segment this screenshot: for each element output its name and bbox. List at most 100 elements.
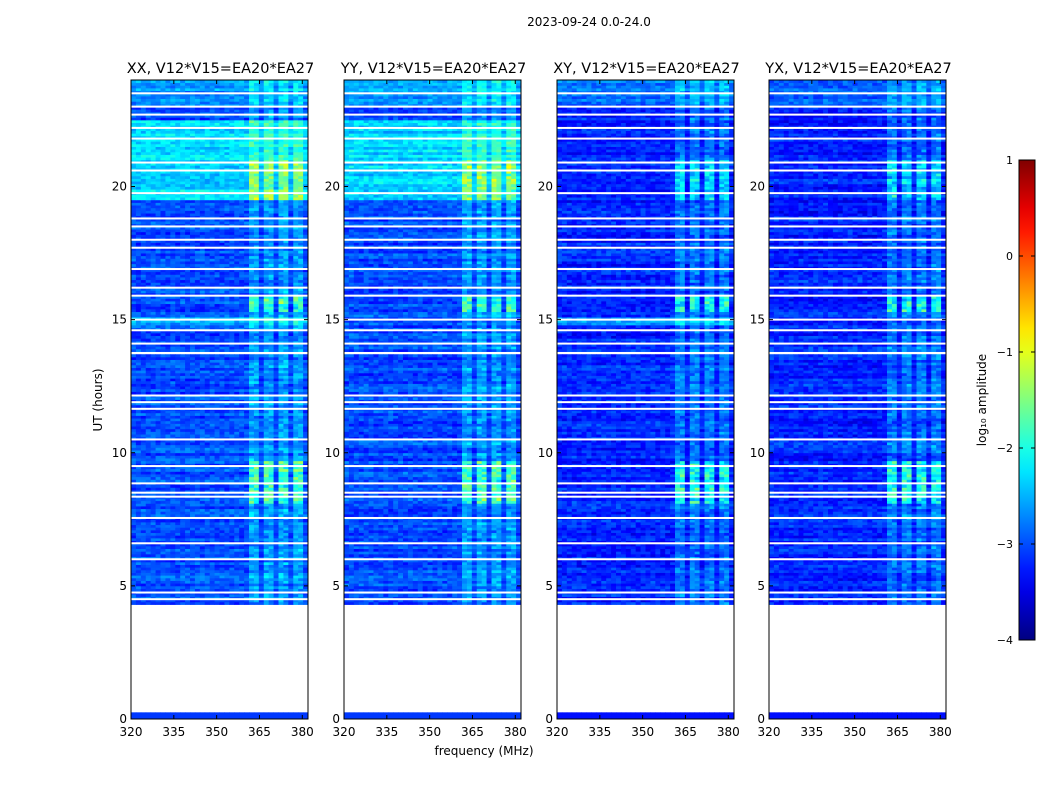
heatmap-cell	[175, 455, 181, 459]
heatmap-cell	[190, 378, 196, 382]
heatmap-cell	[303, 255, 308, 259]
heatmap-cell	[175, 529, 181, 534]
heatmap-cell	[234, 362, 240, 366]
heatmap-cell	[140, 452, 147, 456]
heatmap-cell	[298, 506, 304, 510]
heatmap-cell	[204, 399, 211, 403]
heatmap-cell	[135, 479, 142, 483]
heatmap-cell	[244, 399, 250, 403]
heatmap-cell	[219, 396, 225, 400]
heatmap-cell	[288, 388, 294, 392]
heatmap-cell	[258, 367, 265, 371]
heatmap-cell	[234, 372, 240, 376]
heatmap-cell	[155, 548, 161, 552]
heatmap-cell	[263, 359, 270, 363]
heatmap-cell	[268, 367, 274, 371]
heatmap-cell	[249, 324, 255, 329]
heatmap-cell	[244, 261, 250, 265]
heatmap-cell	[234, 247, 240, 251]
heatmap-cell	[190, 521, 196, 526]
heatmap-cell	[273, 399, 279, 403]
heatmap-cell	[303, 532, 308, 536]
heatmap-cell	[190, 402, 196, 406]
heatmap-cell	[258, 569, 265, 573]
heatmap-cell	[249, 588, 255, 592]
heatmap-cell	[268, 330, 274, 334]
heatmap-cell	[165, 348, 171, 352]
heatmap-cell	[131, 415, 137, 419]
heatmap-cell	[199, 476, 206, 480]
heatmap-cell	[214, 322, 220, 326]
heatmap-cell	[258, 476, 265, 480]
heatmap-cell	[140, 277, 147, 281]
heatmap-cell	[145, 250, 152, 254]
heatmap-cell	[150, 532, 156, 536]
heatmap-cell	[283, 271, 289, 275]
heatmap-cell	[135, 423, 142, 427]
heatmap-cell	[244, 500, 250, 504]
heatmap-cell	[185, 513, 191, 518]
heatmap-cell	[194, 444, 201, 448]
heatmap-cell	[131, 346, 137, 350]
heatmap-cell	[135, 375, 142, 379]
heatmap-cell	[298, 255, 304, 259]
heatmap-cell	[190, 274, 196, 278]
heatmap-cell	[234, 322, 240, 326]
heatmap-cell	[165, 245, 171, 249]
heatmap-cell	[170, 269, 176, 273]
heatmap-cell	[160, 247, 166, 251]
heatmap-cell	[258, 311, 265, 315]
heatmap-cell	[155, 266, 161, 270]
heatmap-cell	[268, 463, 274, 467]
heatmap-cell	[249, 343, 255, 347]
heatmap-cell	[219, 572, 225, 576]
heatmap-cell	[263, 420, 270, 424]
heatmap-cell	[135, 319, 142, 323]
heatmap-cell	[249, 402, 255, 406]
heatmap-cell	[145, 484, 152, 488]
heatmap-cell	[180, 348, 186, 352]
heatmap-cell	[224, 474, 230, 478]
heatmap-cell	[283, 529, 289, 534]
heatmap-cell	[273, 269, 279, 273]
heatmap-cell	[229, 287, 235, 291]
heatmap-cell	[234, 253, 240, 257]
heatmap-cell	[140, 402, 147, 406]
heatmap-cell	[175, 524, 181, 528]
heatmap-cell	[165, 452, 171, 456]
heatmap-cell	[273, 247, 279, 251]
heatmap-cell	[190, 383, 196, 387]
heatmap-cell	[140, 527, 147, 531]
heatmap-cell	[209, 287, 215, 291]
heatmap-cell	[268, 279, 274, 283]
heatmap-cell	[150, 285, 156, 289]
heatmap-cell	[253, 567, 260, 571]
heatmap-cell	[268, 524, 274, 528]
heatmap-cell	[298, 540, 304, 544]
heatmap-cell	[283, 380, 289, 384]
heatmap-cell	[268, 428, 274, 432]
heatmap-cell	[135, 466, 142, 470]
heatmap-cell	[288, 476, 294, 480]
heatmap-cell	[214, 444, 220, 448]
heatmap-cell	[249, 492, 255, 496]
heatmap-cell	[140, 513, 147, 518]
heatmap-cell	[263, 577, 270, 581]
heatmap-cell	[194, 293, 201, 297]
heatmap-cell	[131, 511, 137, 515]
heatmap-cell	[185, 545, 191, 549]
heatmap-cell	[263, 266, 270, 270]
heatmap-cell	[150, 258, 156, 262]
heatmap-cell	[185, 561, 191, 565]
heatmap-cell	[239, 335, 245, 339]
heatmap-cell	[145, 474, 152, 478]
heatmap-cell	[293, 311, 299, 315]
heatmap-cell	[185, 455, 191, 459]
heatmap-cell	[234, 455, 240, 459]
heatmap-cell	[303, 388, 308, 392]
heatmap-cell	[209, 261, 215, 265]
heatmap-cell	[140, 319, 147, 323]
heatmap-cell	[170, 585, 176, 589]
heatmap-cell	[234, 287, 240, 291]
heatmap-cell	[131, 308, 137, 313]
